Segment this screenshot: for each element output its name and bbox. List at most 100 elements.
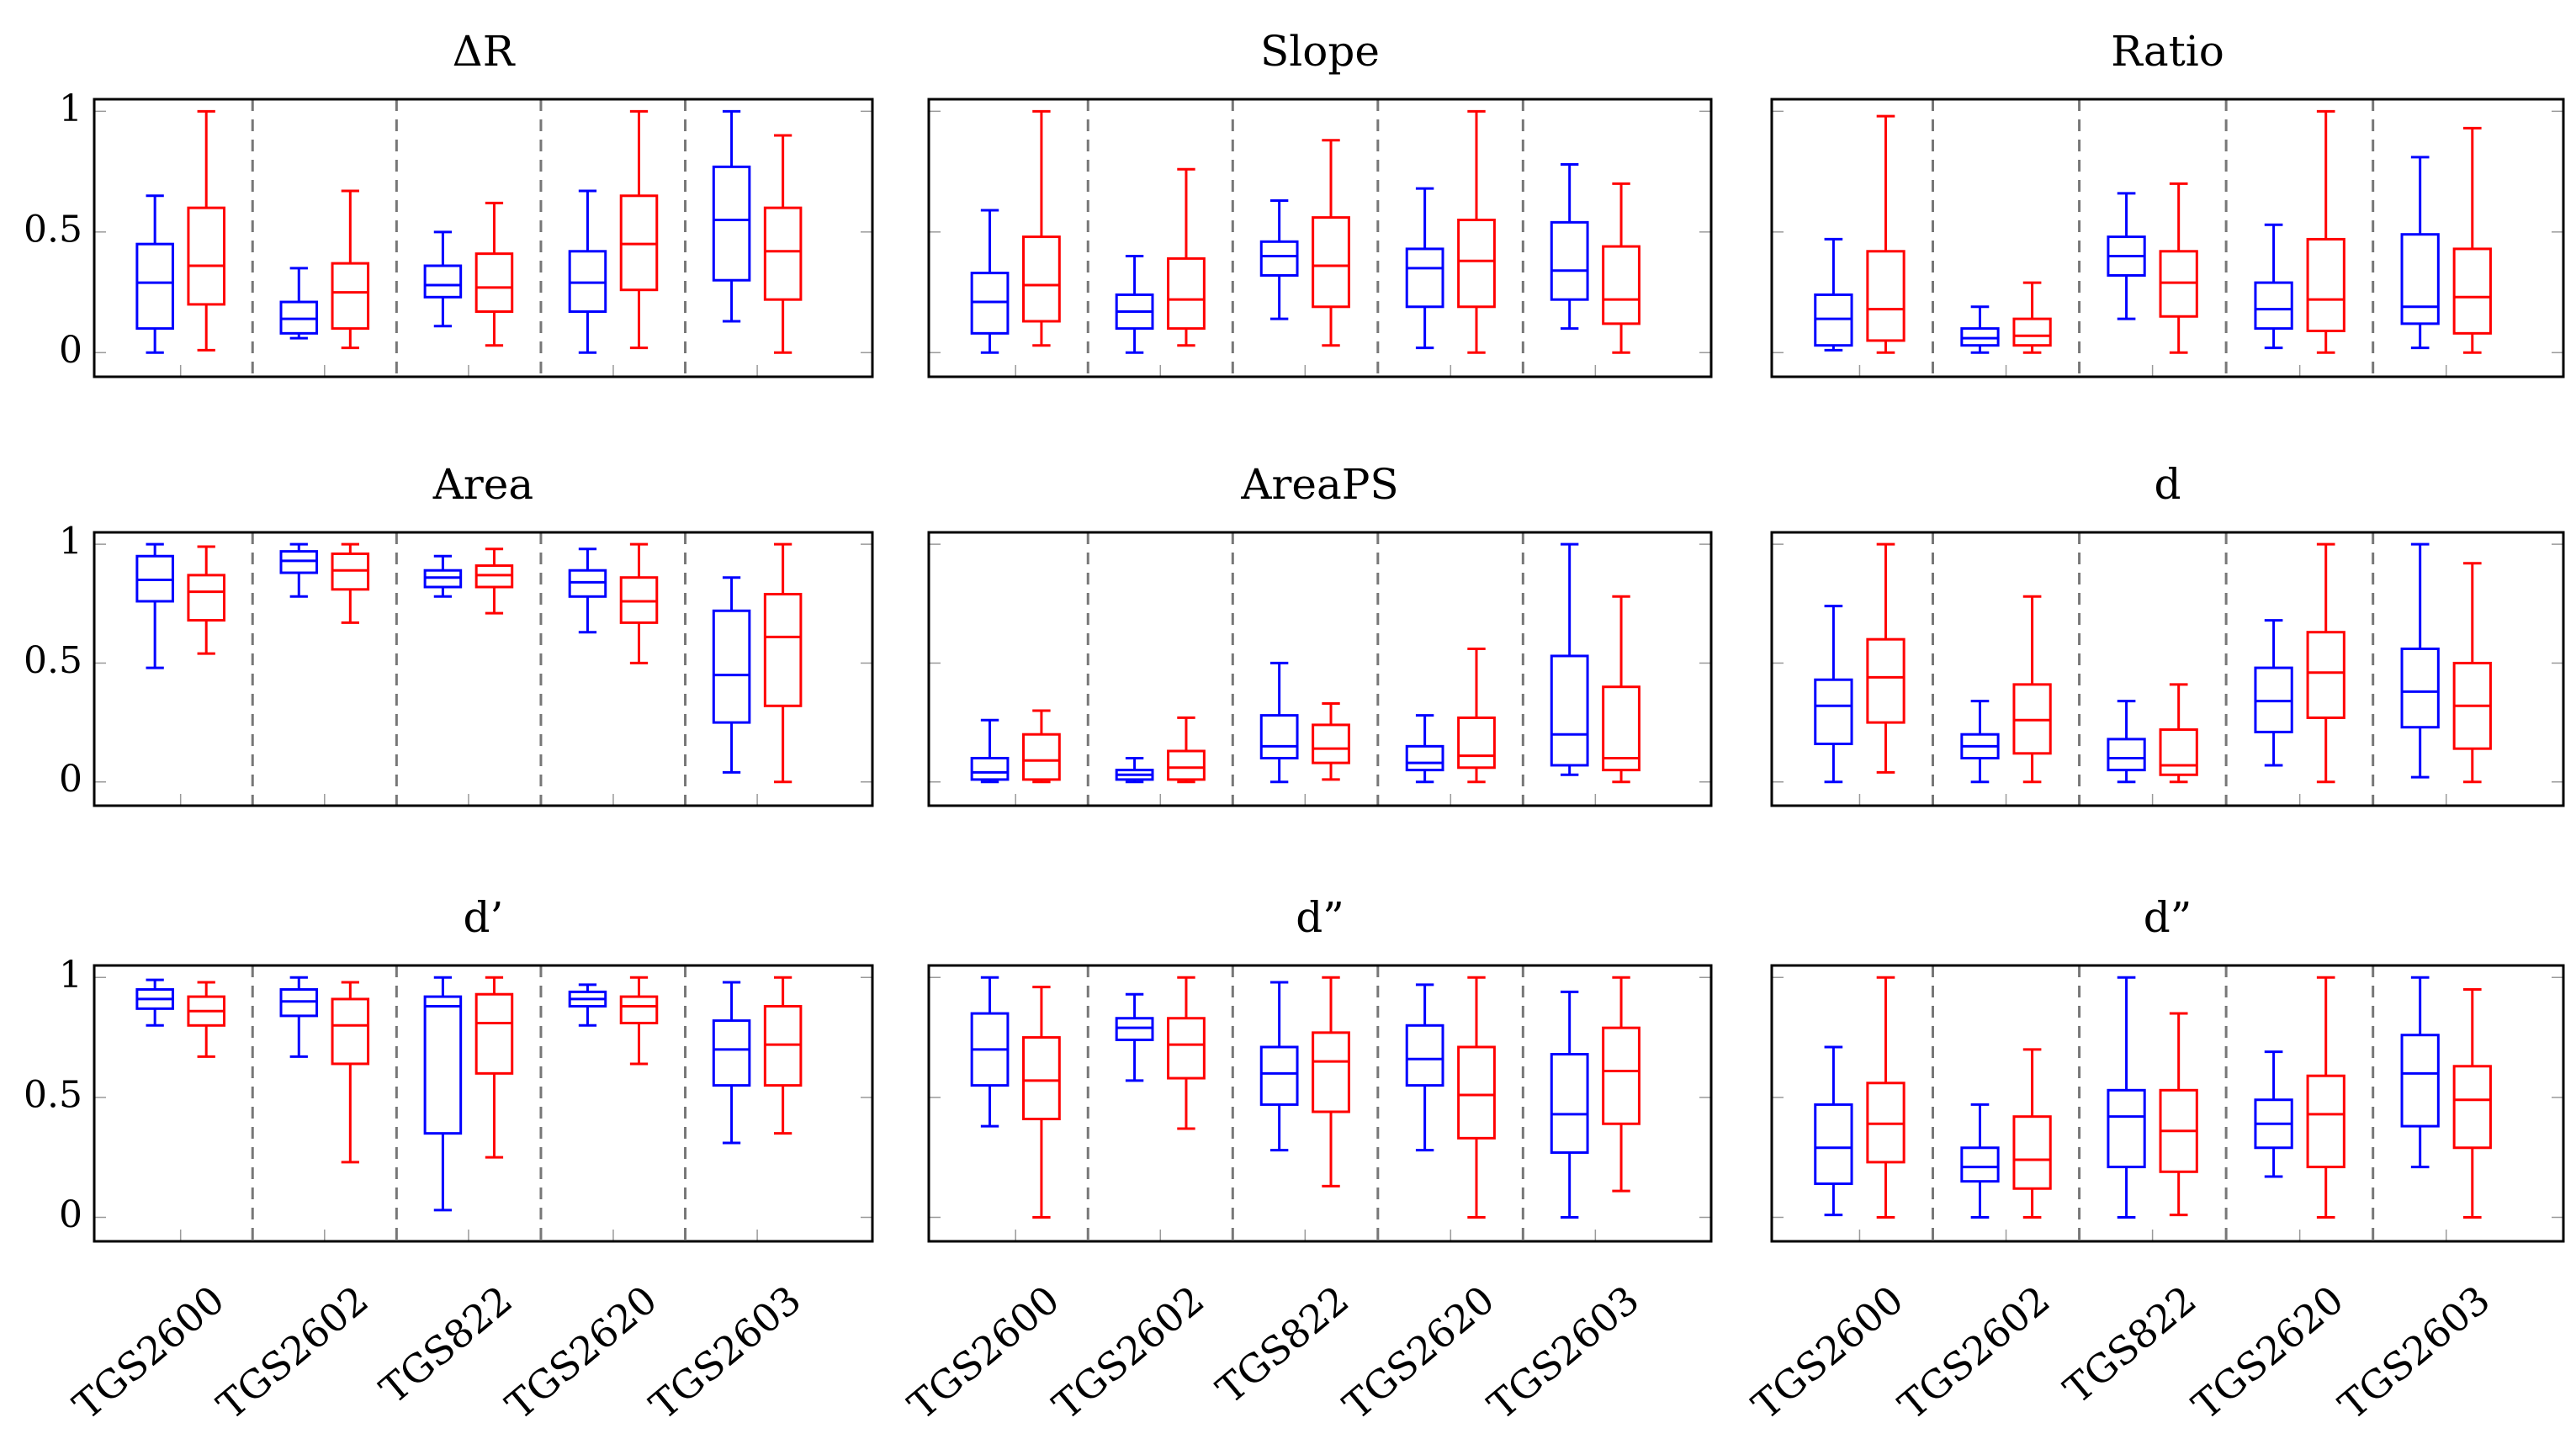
box-blue-tgs2602 (1115, 992, 1154, 1082)
box-red-tgs2602 (331, 981, 370, 1164)
box-blue-tgs2600 (1814, 237, 1853, 352)
box-red-tgs2600 (1022, 986, 1061, 1219)
box-red-tgs2620 (619, 542, 659, 664)
box-iqr (1457, 1045, 1496, 1140)
box-iqr (2107, 738, 2146, 772)
box-blue-tgs2603 (712, 109, 751, 323)
box-blue-tgs2603 (1550, 162, 1589, 331)
y-tick-label: 1 (59, 521, 82, 563)
box-blue-tgs822 (1259, 199, 1299, 320)
box-red-tgs822 (1312, 139, 1350, 347)
box-iqr (1312, 723, 1350, 764)
box-iqr (2306, 237, 2345, 332)
box-blue-tgs822 (2107, 192, 2146, 320)
box-blue-tgs2603 (2400, 542, 2440, 779)
box-iqr (1259, 1045, 1299, 1106)
panel-1: ΔR 0 0.5 1 (24, 27, 874, 378)
panel-title: d (2154, 460, 2181, 509)
box-red-tgs2603 (2452, 988, 2492, 1219)
box-blue-tgs2603 (1550, 542, 1589, 776)
box-blue-tgs2600 (1814, 605, 1853, 784)
box-blue-tgs2600 (1814, 1045, 1853, 1217)
box-iqr (1550, 220, 1589, 301)
box-blue-tgs2600 (970, 718, 1010, 784)
box-blue-tgs2620 (2254, 223, 2293, 350)
box-iqr (970, 756, 1010, 781)
box-iqr (1167, 1017, 1206, 1080)
panel-3: Ratio (1770, 27, 2565, 378)
panel-title: d” (1296, 893, 1344, 942)
box-red-tgs2620 (2306, 109, 2345, 354)
box-red-tgs822 (2159, 683, 2198, 784)
category-label: TGS2620 (2184, 1277, 2352, 1428)
box-iqr (1866, 250, 1905, 342)
category-label: TGS2620 (497, 1277, 665, 1428)
category-label: TGS2620 (1334, 1277, 1503, 1428)
box-blue-tgs2620 (568, 983, 607, 1027)
category-label: TGS2602 (1044, 1277, 1212, 1428)
box-red-tgs2620 (1457, 109, 1496, 354)
box-blue-tgs2602 (279, 976, 319, 1058)
panel-title: d” (2144, 893, 2192, 942)
box-red-tgs2602 (2012, 1048, 2052, 1219)
y-tick-label: 0.5 (24, 1073, 82, 1116)
box-red-tgs2620 (2306, 542, 2345, 784)
box-blue-tgs2600 (970, 209, 1010, 354)
box-blue-tgs822 (2107, 700, 2146, 784)
box-iqr (1259, 240, 1299, 277)
box-blue-tgs2600 (970, 976, 1010, 1128)
box-blue-tgs822 (423, 554, 463, 598)
box-blue-tgs2602 (1960, 305, 2000, 354)
box-iqr (187, 574, 225, 622)
box-red-tgs2600 (1866, 542, 1905, 774)
box-iqr (712, 1019, 751, 1087)
panel-title: Slope (1260, 27, 1380, 76)
box-iqr (331, 997, 370, 1066)
box-red-tgs2602 (331, 189, 370, 350)
box-red-tgs2602 (1167, 716, 1206, 784)
category-label: TGS2603 (2330, 1277, 2499, 1428)
box-blue-tgs2603 (2400, 976, 2440, 1169)
panel-2: Slope (927, 27, 1713, 378)
box-iqr (1167, 749, 1206, 781)
box-red-tgs2620 (1457, 976, 1496, 1219)
box-iqr (1022, 1036, 1061, 1121)
box-iqr (2452, 247, 2492, 335)
box-red-tgs2620 (2306, 976, 2345, 1219)
box-iqr (2452, 1065, 2492, 1150)
box-red-tgs2600 (187, 981, 225, 1058)
box-red-tgs2603 (763, 134, 803, 354)
y-tick-label: 0.5 (24, 639, 82, 682)
box-red-tgs2600 (1022, 109, 1061, 347)
box-red-tgs2603 (2452, 562, 2492, 784)
panel-title: ΔR (453, 27, 516, 76)
box-iqr (1405, 247, 1444, 309)
y-tick-label: 0 (59, 1193, 82, 1236)
panel-4: Area 0 0.5 1 (24, 460, 874, 807)
box-blue-tgs2602 (1115, 255, 1154, 354)
panel-title: Ratio (2111, 27, 2224, 76)
box-red-tgs2603 (2452, 126, 2492, 354)
box-red-tgs822 (2159, 182, 2198, 354)
box-red-tgs2620 (619, 976, 659, 1066)
box-iqr (1550, 654, 1589, 767)
box-blue-tgs2602 (1960, 700, 2000, 784)
box-blue-tgs2603 (712, 576, 751, 774)
box-iqr (1457, 218, 1496, 309)
box-blue-tgs2620 (1405, 983, 1444, 1152)
category-label: TGS2603 (641, 1277, 809, 1428)
box-red-tgs2602 (2012, 281, 2052, 354)
panel-title: d’ (464, 893, 504, 942)
box-red-tgs822 (474, 201, 514, 347)
box-blue-tgs2602 (279, 267, 319, 340)
box-iqr (2012, 317, 2052, 347)
box-blue-tgs2620 (1405, 187, 1444, 350)
box-iqr (423, 264, 463, 299)
panel-6: d (1770, 460, 2565, 807)
box-iqr (2400, 233, 2440, 325)
box-red-tgs2600 (187, 109, 225, 352)
box-iqr (2400, 1034, 2440, 1128)
